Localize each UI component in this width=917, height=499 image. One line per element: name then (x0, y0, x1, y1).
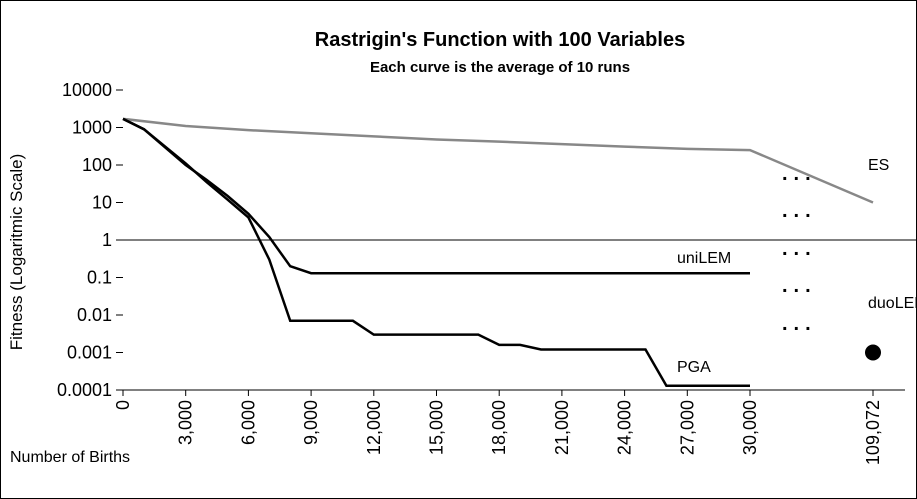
x-tick-label: 21,000 (552, 400, 572, 455)
break-dots: ... ... ... ... ... (782, 163, 817, 335)
x-tick-label: 9,000 (301, 400, 321, 445)
break-dots-row: ... (782, 163, 817, 185)
x-tick-label: 12,000 (364, 400, 384, 455)
y-tick-label: 100 (82, 155, 112, 175)
break-dots-row: ... (782, 313, 817, 335)
series-label: duoLEM (868, 295, 917, 312)
chart-subtitle: Each curve is the average of 10 runs (370, 59, 630, 76)
y-tick-label: 10000 (62, 80, 112, 100)
chart-title: Rastrigin's Function with 100 Variables (315, 29, 685, 51)
series-line (122, 117, 750, 387)
y-tick-label: 0.01 (77, 305, 112, 325)
y-tick-label: 0.1 (87, 268, 112, 288)
y-tick-label: 1000 (72, 118, 112, 138)
break-dots-row: ... (782, 200, 817, 222)
y-tick-label: 0.0001 (57, 380, 112, 400)
x-tick-label: 15,000 (427, 400, 447, 455)
x-tick-label: 0 (113, 400, 133, 410)
break-dots-row: ... (782, 238, 817, 260)
series-label: uniLEM (677, 250, 731, 267)
series-label: PGA (677, 359, 711, 376)
x-tick-label: 24,000 (615, 400, 635, 455)
series-line (122, 117, 874, 204)
x-tick-label: 27,000 (677, 400, 697, 455)
y-tick-label: 10 (92, 193, 112, 213)
y-tick-label: 0.001 (67, 343, 112, 363)
data-point (865, 344, 881, 361)
break-dots-row: ... (782, 275, 817, 297)
x-tick-label: 6,000 (238, 400, 258, 445)
x-axis-label: Number of Births (10, 449, 130, 466)
x-tick-label: 109,072 (863, 400, 883, 465)
x-tick-label: 30,000 (740, 400, 760, 455)
series-label: ES (868, 157, 889, 174)
x-tick-label: 3,000 (176, 400, 196, 445)
y-axis-label: Fitness (Logaritmic Scale) (7, 154, 26, 351)
x-tick-label: 18,000 (489, 400, 509, 455)
y-tick-label: 1 (102, 230, 112, 250)
